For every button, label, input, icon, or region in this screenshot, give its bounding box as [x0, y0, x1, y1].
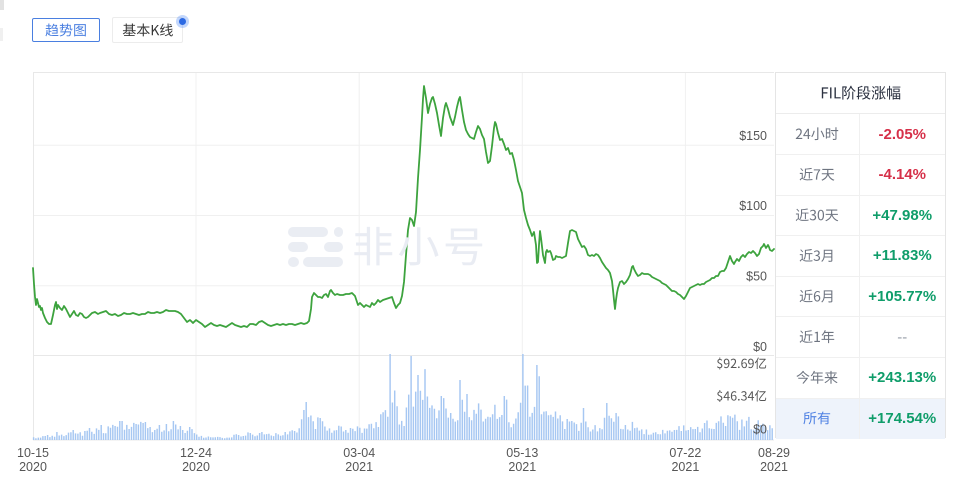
svg-text:$0: $0 — [753, 340, 767, 354]
svg-text:2021: 2021 — [760, 460, 788, 474]
svg-text:2020: 2020 — [182, 460, 210, 474]
svg-text:10-15: 10-15 — [17, 446, 49, 460]
svg-text:2021: 2021 — [671, 460, 699, 474]
svg-text:2021: 2021 — [345, 460, 373, 474]
svg-text:$150: $150 — [739, 129, 767, 143]
svg-text:2021: 2021 — [508, 460, 536, 474]
svg-text:2020: 2020 — [19, 460, 47, 474]
svg-text:$50: $50 — [746, 270, 767, 284]
svg-text:03-04: 03-04 — [343, 446, 375, 460]
svg-text:12-24: 12-24 — [180, 446, 212, 460]
svg-text:$100: $100 — [739, 199, 767, 213]
svg-text:$0: $0 — [753, 423, 767, 437]
svg-text:05-13: 05-13 — [506, 446, 538, 460]
svg-text:07-22: 07-22 — [669, 446, 701, 460]
svg-text:08-29: 08-29 — [758, 446, 790, 460]
